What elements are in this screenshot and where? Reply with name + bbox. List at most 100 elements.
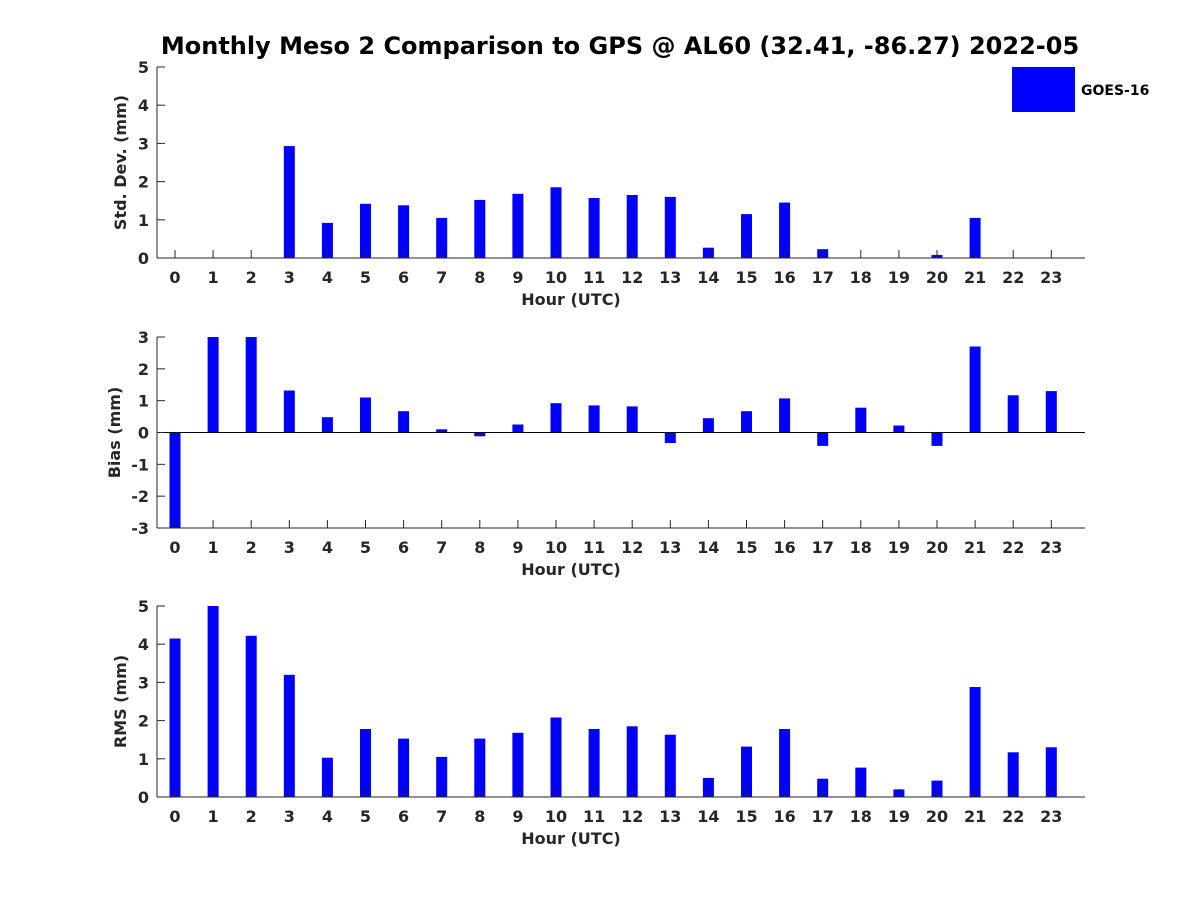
x-tick-label: 15 [735,268,757,287]
y-axis-label: Bias (mm) [105,387,124,479]
x-tick-label: 2 [246,268,257,287]
x-tick-label: 22 [1002,807,1024,826]
legend: GOES-16 [1012,67,1149,112]
bar-hour-16 [779,729,791,797]
bar-hour-11 [588,405,600,433]
x-tick-label: 19 [888,268,910,287]
x-tick-label: 19 [888,538,910,557]
x-tick-label: 22 [1002,538,1024,557]
bar-hour-11 [588,729,600,797]
x-tick-label: 13 [659,807,681,826]
x-tick-label: 9 [512,807,523,826]
y-axis-label: Std. Dev. (mm) [111,95,130,230]
x-tick-label: 14 [697,268,719,287]
x-tick-label: 10 [545,538,567,557]
bar-hour-16 [779,398,791,433]
x-tick-label: 20 [926,538,948,557]
bar-hour-6 [398,411,410,433]
x-tick-label: 11 [583,807,605,826]
x-tick-label: 21 [964,268,986,287]
bar-hour-14 [702,418,714,433]
bar-hour-13 [664,432,676,443]
y-tick-label: 0 [138,424,149,443]
bar-hour-6 [398,738,410,797]
legend-swatch [1012,67,1075,112]
x-tick-label: 23 [1040,807,1062,826]
y-tick-label: 3 [138,134,149,153]
bar-hour-15 [741,746,752,797]
bar-hour-16 [779,202,791,258]
x-tick-label: 12 [621,268,643,287]
chart-title: Monthly Meso 2 Comparison to GPS @ AL60 … [161,32,1079,60]
y-tick-label: 4 [138,96,149,115]
bar-hour-9 [512,424,524,433]
x-tick-label: 8 [474,538,485,557]
x-tick-label: 10 [545,268,567,287]
x-tick-label: 4 [322,807,333,826]
y-tick-label: -2 [131,487,149,506]
y-tick-label: 0 [138,788,149,807]
x-tick-label: 17 [812,807,834,826]
x-tick-label: 12 [621,807,643,826]
x-tick-label: 6 [398,268,409,287]
bar-hour-18 [855,767,867,797]
bar-hour-22 [1007,395,1019,433]
x-tick-label: 1 [208,538,219,557]
bar-hour-1 [207,337,219,433]
bar-hour-21 [969,346,981,433]
bar-hour-8 [474,738,486,797]
x-tick-label: 6 [398,538,409,557]
x-tick-label: 7 [436,538,447,557]
bar-hour-9 [512,193,524,258]
x-tick-label: 14 [697,538,719,557]
bar-hour-0 [169,432,181,528]
bar-hour-13 [664,196,676,258]
x-tick-label: 1 [208,268,219,287]
bar-hour-21 [969,217,981,258]
x-tick-label: 23 [1040,538,1062,557]
x-tick-label: 9 [512,538,523,557]
x-tick-label: 1 [208,807,219,826]
x-tick-label: 16 [773,538,795,557]
y-tick-label: 0 [138,249,149,268]
bar-hour-5 [360,729,371,797]
x-tick-label: 21 [964,807,986,826]
x-axis-label: Hour (UTC) [521,560,621,579]
y-tick-label: -1 [131,455,149,474]
y-tick-label: 3 [138,328,149,347]
bar-hour-15 [741,411,752,433]
bar-hour-21 [969,687,981,797]
x-tick-label: 5 [360,538,371,557]
bar-hour-17 [817,778,829,797]
bar-hour-10 [550,717,562,797]
x-tick-label: 17 [812,538,834,557]
x-tick-label: 14 [697,807,719,826]
bar-hour-1 [207,606,219,797]
x-tick-label: 15 [735,538,757,557]
bar-hour-12 [626,195,638,258]
y-tick-label: 3 [138,673,149,692]
bar-hour-0 [169,638,181,797]
bar-hour-10 [550,187,562,258]
x-tick-label: 10 [545,807,567,826]
bar-hour-10 [550,403,562,433]
x-tick-label: 11 [583,268,605,287]
y-tick-label: -3 [131,519,149,538]
bar-hour-8 [474,199,486,258]
x-tick-label: 7 [436,807,447,826]
x-tick-label: 2 [246,807,257,826]
x-tick-label: 6 [398,807,409,826]
legend-label: GOES-16 [1081,83,1149,99]
x-tick-label: 8 [474,268,485,287]
bar-hour-12 [626,406,638,433]
x-tick-label: 0 [169,268,180,287]
x-tick-label: 16 [773,268,795,287]
bar-hour-7 [436,429,448,433]
x-axis-label: Hour (UTC) [521,290,621,309]
x-tick-label: 13 [659,268,681,287]
x-tick-label: 13 [659,538,681,557]
